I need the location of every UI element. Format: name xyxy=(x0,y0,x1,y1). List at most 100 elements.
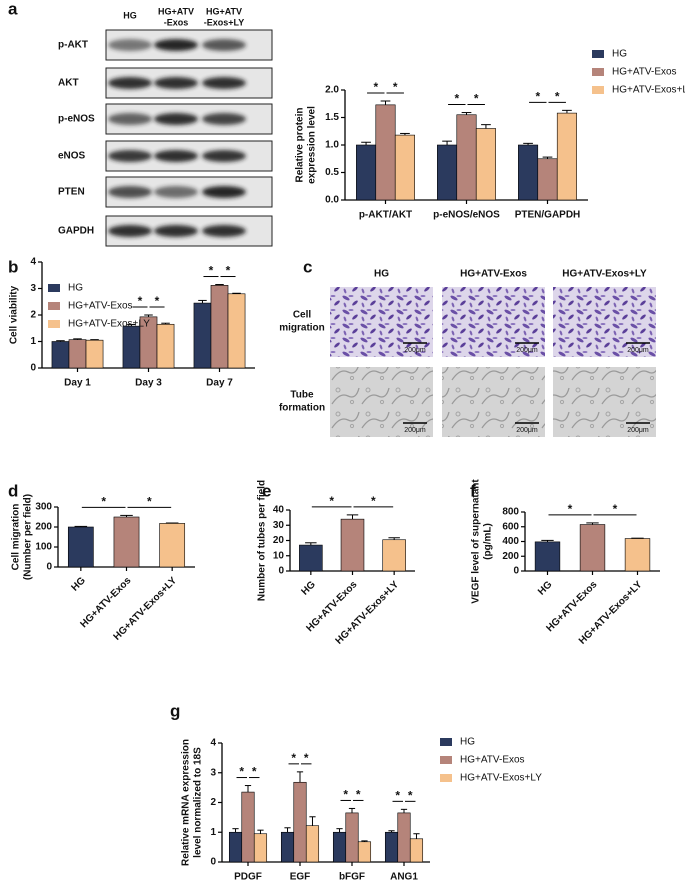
significance-label: * xyxy=(474,92,479,106)
scale-bar-label: 200μm xyxy=(627,427,649,434)
y-axis-label: Cell viability xyxy=(9,285,20,344)
y-tick-label: 20 xyxy=(273,535,285,546)
blot-band xyxy=(108,113,152,125)
blot-row-label: p-AKT xyxy=(58,40,88,51)
scale-bar-label: 200μm xyxy=(516,427,538,434)
blot-band xyxy=(154,113,198,125)
panel-letter: c xyxy=(303,257,312,276)
y-tick-label: 0.5 xyxy=(325,167,339,178)
panel-letter: a xyxy=(8,0,18,18)
x-tick-label: bFGF xyxy=(339,872,365,882)
legend-label: HG+ATV-Exos+LY xyxy=(68,319,150,330)
bar xyxy=(375,104,396,201)
panel-letter: d xyxy=(8,481,18,500)
y-axis-label: Relative mRNA expression xyxy=(181,739,192,866)
legend-swatch xyxy=(440,774,452,782)
y-tick-label: 1 xyxy=(30,336,36,347)
legend-swatch xyxy=(592,68,604,76)
bar xyxy=(340,518,365,572)
y-axis-label: Number of tubes per field xyxy=(257,480,268,601)
x-tick-label: HG xyxy=(69,575,88,594)
scale-bar-label: 200μm xyxy=(404,427,426,434)
blot-band xyxy=(202,113,246,125)
x-tick-label: HG xyxy=(536,579,555,598)
bar xyxy=(280,831,295,863)
legend-label: HG+ATV-Exos+LY xyxy=(612,85,685,96)
significance-label: * xyxy=(371,494,376,508)
bar xyxy=(579,524,606,572)
x-tick-label: PTEN/GAPDH xyxy=(515,210,581,221)
bar xyxy=(113,516,140,568)
y-tick-label: 3 xyxy=(210,767,216,778)
bar xyxy=(227,293,246,369)
y-axis-label: expression level xyxy=(307,106,318,184)
y-axis-label: Relative protein xyxy=(295,107,306,182)
legend-swatch xyxy=(48,320,60,328)
panel-letter: g xyxy=(170,701,180,720)
y-tick-label: 3 xyxy=(30,283,36,294)
micrograph-row-label: Cell xyxy=(293,310,312,321)
blot-band xyxy=(202,77,246,89)
y-tick-label: 0 xyxy=(30,363,36,374)
legend-swatch xyxy=(440,756,452,764)
bar xyxy=(68,339,87,369)
micrograph xyxy=(330,287,433,357)
significance-label: * xyxy=(343,788,348,802)
x-tick-label: Day 7 xyxy=(206,378,233,389)
significance-label: * xyxy=(454,92,459,106)
bar xyxy=(409,838,424,863)
significance-label: * xyxy=(329,494,334,508)
bar xyxy=(345,812,359,863)
significance-label: * xyxy=(408,789,413,803)
blot-band xyxy=(202,150,246,162)
legend-swatch xyxy=(592,50,604,58)
x-tick-label: EGF xyxy=(290,872,311,882)
x-tick-label: p-AKT/AKT xyxy=(359,210,412,221)
y-tick-label: 2 xyxy=(210,797,216,808)
y-tick-label: 0 xyxy=(278,566,284,577)
blot-column-label: HG xyxy=(123,10,137,20)
bar xyxy=(293,781,307,863)
bar xyxy=(357,841,372,863)
y-tick-label: 0.0 xyxy=(325,195,339,206)
y-axis-label: level normalized to 18S xyxy=(193,747,204,858)
bar xyxy=(159,523,186,568)
y-tick-label: 30 xyxy=(273,520,285,531)
y-tick-label: 200 xyxy=(502,551,519,562)
micrograph-row-label: migration xyxy=(279,323,325,334)
y-tick-label: 100 xyxy=(35,542,52,553)
panel-letter: b xyxy=(8,257,18,276)
blot-band xyxy=(202,186,246,198)
blot-row-label: p-eNOS xyxy=(58,114,95,125)
bar xyxy=(624,538,651,572)
x-tick-label: ANG1 xyxy=(390,872,418,882)
significance-label: * xyxy=(226,264,231,278)
significance-label: * xyxy=(239,765,244,779)
blot-band xyxy=(202,225,246,237)
bar xyxy=(437,144,458,201)
significance-label: * xyxy=(147,495,152,509)
legend-label: HG+ATV-Exos xyxy=(612,67,677,78)
blot-band xyxy=(154,39,198,51)
significance-label: * xyxy=(393,80,398,94)
bar xyxy=(382,539,406,572)
blot-column-label: HG+ATV xyxy=(206,6,242,16)
bar xyxy=(253,833,268,863)
blot-band xyxy=(108,39,152,51)
bar xyxy=(356,144,377,201)
y-tick-label: 10 xyxy=(273,550,285,561)
scale-bar-label: 200μm xyxy=(627,347,649,354)
bar xyxy=(156,323,175,369)
blot-column-label: -Exos xyxy=(164,17,189,27)
micrograph xyxy=(553,287,656,357)
blot-band xyxy=(108,77,152,89)
significance-label: * xyxy=(356,788,361,802)
x-tick-label: HG xyxy=(299,579,318,598)
y-tick-label: 0 xyxy=(46,562,52,573)
y-tick-label: 1.5 xyxy=(325,112,339,123)
significance-label: * xyxy=(555,90,560,104)
y-tick-label: 400 xyxy=(502,536,519,547)
micrograph-column-label: HG+ATV-Exos+LY xyxy=(562,269,647,280)
bar xyxy=(518,144,539,201)
blot-column-label: -Exos+LY xyxy=(204,17,244,27)
